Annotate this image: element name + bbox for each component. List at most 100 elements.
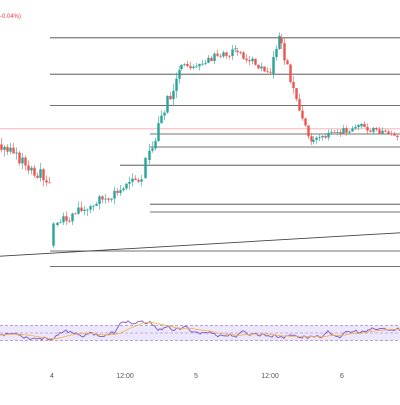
candle-body (172, 90, 175, 100)
candle-body (363, 123, 366, 128)
candle-body (148, 150, 151, 160)
candle-body (128, 181, 131, 184)
candle-body (52, 223, 55, 246)
candle-body (204, 62, 207, 64)
candle-body (189, 66, 192, 69)
candle-body (89, 206, 92, 210)
candle-body (207, 57, 210, 63)
candle-body (327, 132, 330, 138)
candle-body (45, 180, 48, 183)
price-change-text: -0.04%) (0, 14, 22, 20)
candle-body (275, 48, 278, 57)
candle-body (278, 35, 281, 49)
candle-body (210, 57, 213, 62)
candle-body (122, 188, 125, 191)
candle-body (213, 53, 216, 62)
candle-body (375, 128, 378, 130)
candle-body (163, 112, 166, 116)
candle-body (71, 213, 74, 222)
candle-body (336, 131, 339, 133)
candle-body (360, 123, 363, 127)
candle-body (9, 147, 12, 152)
candle-body (307, 125, 310, 137)
candle-body (393, 133, 396, 136)
candle-body (298, 99, 301, 111)
candle-body (186, 63, 189, 67)
candle-body (269, 71, 272, 73)
candle-body (77, 207, 80, 214)
candle-body (266, 71, 269, 73)
candle-body (228, 55, 231, 57)
candle-body (263, 66, 266, 72)
candle-body (192, 66, 195, 69)
candle-body (381, 130, 384, 134)
candle-body (242, 52, 245, 59)
candle-body (198, 63, 201, 67)
candle-body (33, 167, 36, 176)
rsi-ma-line (0, 321, 400, 340)
candle-body (80, 207, 83, 212)
x-tick-label: 12:00 (261, 373, 279, 380)
candle-body (295, 88, 298, 100)
candle-body (0, 144, 3, 150)
candle-body (113, 190, 116, 199)
candle-body (318, 137, 321, 139)
candle-body (27, 165, 30, 171)
candle-body (12, 147, 15, 154)
trend-line (0, 232, 400, 257)
candle-body (251, 58, 254, 62)
candle-body (98, 196, 101, 204)
candle-body (116, 190, 119, 193)
candle-body (292, 82, 295, 89)
candle-body (24, 157, 27, 166)
candle-body (289, 64, 292, 83)
candle-body (15, 152, 18, 154)
candle-body (160, 115, 163, 124)
candle-body (74, 213, 77, 215)
candle-body (39, 169, 42, 178)
candle-body (140, 179, 143, 182)
candle-body (65, 216, 68, 221)
x-tick-label: 6 (340, 373, 344, 380)
candle-body (48, 182, 51, 184)
candle-body (195, 66, 198, 68)
candle-body (62, 216, 65, 223)
candle-body (86, 209, 89, 211)
candle-body (354, 127, 357, 129)
candle-body (125, 183, 128, 189)
candle-body (21, 157, 24, 164)
candle-body (234, 48, 237, 50)
candle-body (312, 139, 315, 142)
candle-body (366, 127, 369, 131)
candle-body (175, 78, 178, 91)
candle-body (283, 43, 286, 61)
candle-body (387, 131, 390, 134)
candle-body (315, 137, 318, 140)
candle-body (254, 58, 257, 65)
candle-body (310, 136, 313, 142)
candle-body (248, 60, 251, 62)
candle-body (151, 148, 154, 151)
candle-body (339, 131, 342, 134)
candle-body (157, 123, 160, 142)
candle-body (342, 128, 345, 134)
candle-body (384, 130, 387, 132)
candle-body (345, 128, 348, 133)
candle-body (180, 64, 183, 69)
candle-body (68, 220, 71, 222)
candle-body (107, 198, 110, 200)
candle-body (3, 146, 6, 150)
candle-body (137, 179, 140, 182)
candle-body (324, 136, 327, 138)
candle-body (104, 198, 107, 200)
x-tick-label: 12:00 (116, 373, 134, 380)
candle-body (134, 178, 137, 180)
candle-body (321, 136, 324, 138)
candle-body (301, 110, 304, 119)
candle-body (272, 56, 275, 75)
candle-body (219, 55, 222, 57)
candle-body (239, 52, 242, 53)
candle-body (36, 175, 39, 178)
